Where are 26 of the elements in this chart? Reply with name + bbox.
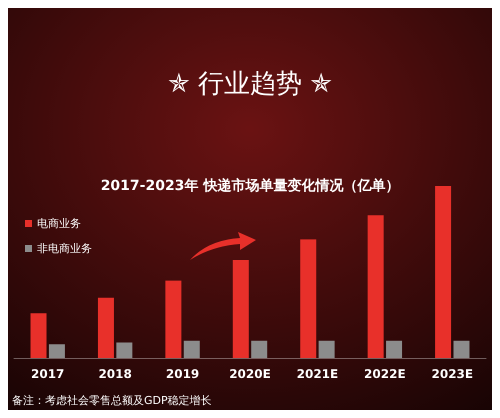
bar: [98, 298, 114, 358]
bar: [251, 340, 268, 358]
bar: [48, 344, 65, 358]
bar: [116, 342, 132, 358]
x-tick-label: 2023E: [431, 367, 474, 381]
bar: [435, 186, 452, 358]
bar: [318, 340, 335, 358]
bar: [232, 260, 249, 358]
text: 备注：考虑社会零售总额及GDP稳定增长: [12, 394, 212, 407]
bar: [165, 280, 182, 358]
bar: [30, 313, 47, 358]
x-tick-label: 2020E: [229, 367, 271, 381]
x-tick-label: 2018: [98, 367, 132, 381]
legend-label: 非电商业务: [37, 242, 92, 255]
x-tick-label: 2017: [31, 367, 64, 381]
x-tick-label: 2021E: [296, 367, 338, 381]
legend-label: 电商业务: [37, 217, 81, 230]
x-tick-label: 2019: [166, 367, 200, 381]
bar: [453, 340, 470, 358]
chart-title: ✯ 行业趋势 ✯: [168, 69, 332, 99]
bar: [386, 340, 402, 358]
chart-subtitle: 2017-2023年 快递市场单量变化情况（亿单）: [100, 177, 400, 194]
bar: [300, 239, 316, 358]
bar: [368, 215, 384, 358]
bar: [184, 340, 200, 358]
x-tick-label: 2022E: [364, 367, 406, 381]
